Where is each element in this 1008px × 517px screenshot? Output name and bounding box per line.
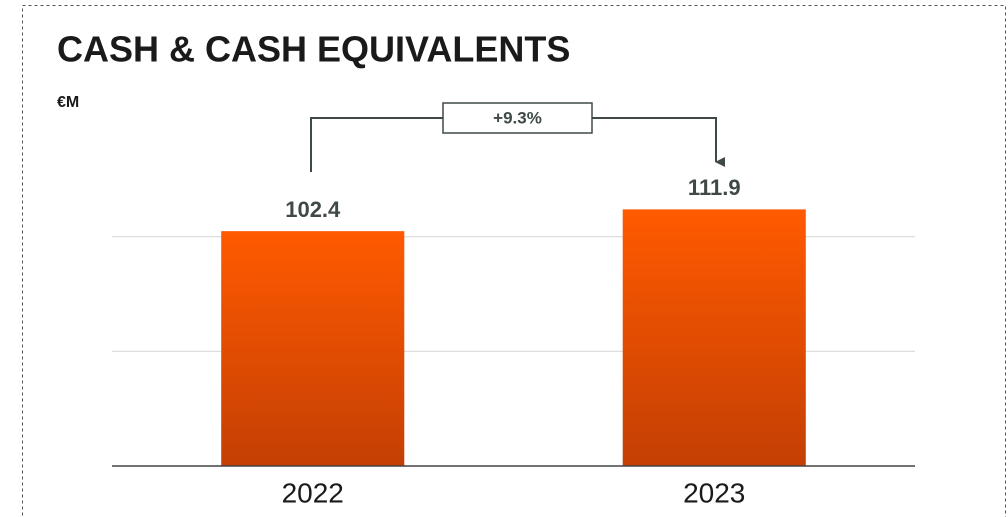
value-label: 111.9 — [688, 175, 741, 200]
unit-label: €M — [57, 94, 79, 111]
change-annotation: +9.3% — [310, 102, 716, 172]
value-label: 102.4 — [285, 197, 341, 222]
bracket-arrow — [310, 117, 716, 172]
bar — [221, 231, 405, 466]
bar — [622, 209, 806, 466]
chart-title: CASH & CASH EQUIVALENTS — [57, 29, 570, 70]
annotation-label: +9.3% — [493, 108, 542, 127]
frame — [22, 5, 1006, 517]
annotation-box — [442, 102, 593, 134]
x-tick-label: 2022 — [282, 477, 344, 508]
x-tick-label: 2023 — [683, 477, 745, 508]
